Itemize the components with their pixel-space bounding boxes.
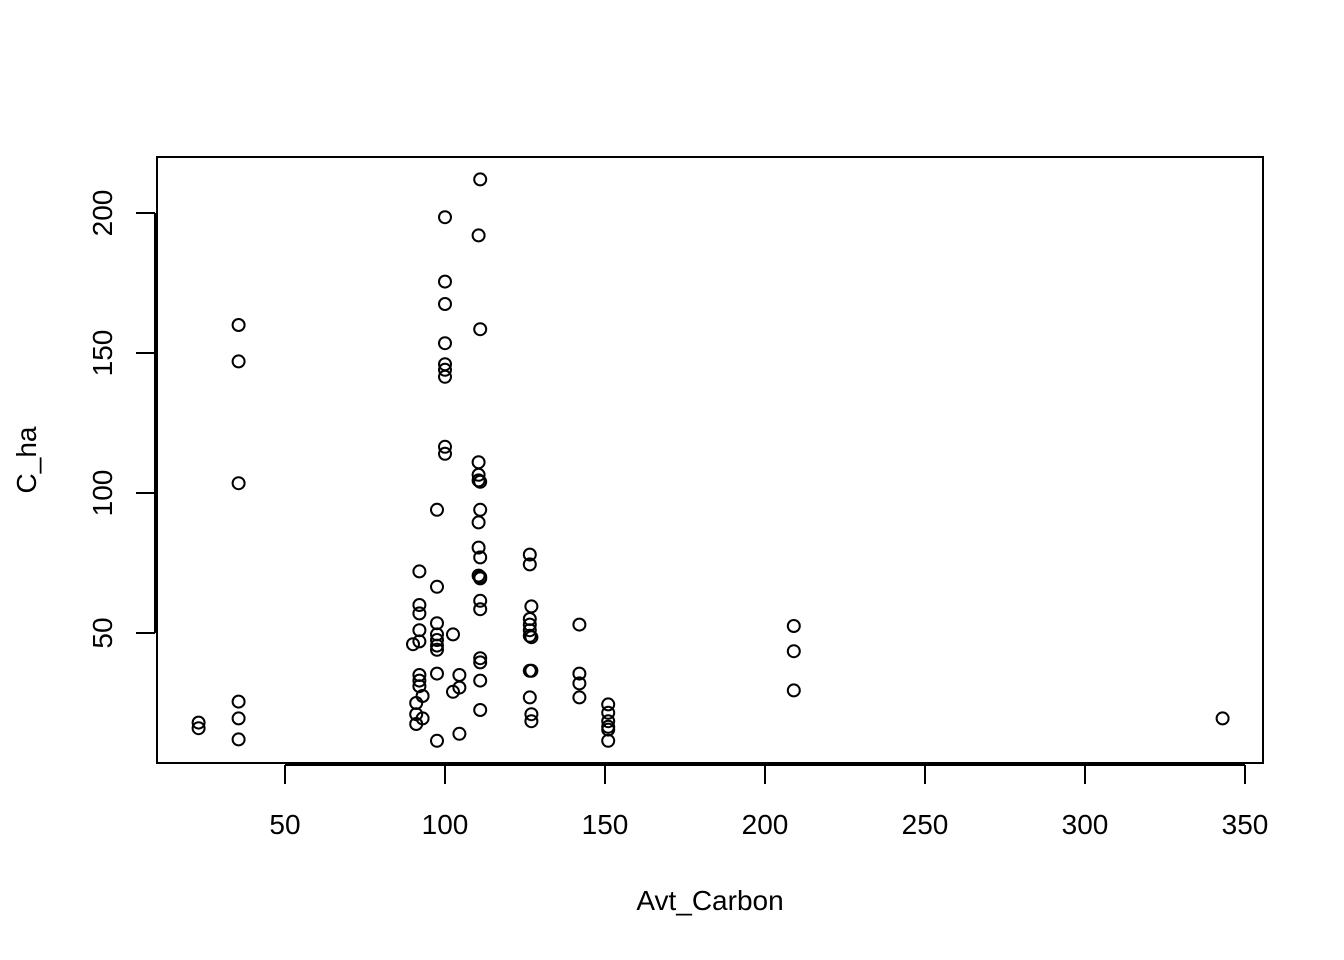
data-point	[412, 598, 427, 612]
data-point	[522, 690, 537, 705]
data-point	[438, 369, 452, 384]
data-point	[601, 733, 616, 748]
data-point	[191, 721, 206, 736]
data-point	[430, 638, 444, 653]
data-point	[473, 474, 488, 489]
data-point	[452, 668, 467, 682]
data-point	[430, 642, 444, 657]
data-point	[412, 679, 427, 694]
data-point	[412, 634, 427, 649]
data-point	[438, 336, 452, 351]
data-point	[231, 694, 246, 709]
data-point	[786, 644, 801, 659]
plot-frame	[156, 156, 1264, 764]
x-axis: 50 100 150 200 250 300 350	[269, 764, 1269, 840]
data-point	[572, 666, 587, 681]
data-point	[473, 322, 488, 337]
data-point	[473, 172, 488, 187]
data-point	[473, 673, 488, 688]
x-tick-label: 150	[582, 809, 629, 840]
data-point	[430, 633, 444, 647]
data-point	[572, 676, 587, 691]
x-tick-label: 50	[269, 809, 300, 840]
y-axis: 50 100 150 200	[87, 190, 156, 649]
data-point	[231, 711, 246, 726]
data-point	[524, 599, 539, 614]
data-point	[406, 637, 420, 652]
x-axis-label: Avt_Carbon	[636, 885, 783, 916]
data-point	[601, 714, 616, 729]
data-point	[522, 623, 537, 638]
data-point	[473, 571, 488, 586]
data-point	[415, 711, 430, 726]
data-point	[452, 726, 467, 741]
data-point	[471, 467, 486, 482]
data-point	[430, 502, 444, 517]
data-point	[524, 714, 539, 729]
data-point	[191, 715, 206, 730]
data-point	[438, 297, 452, 311]
data-point	[471, 540, 486, 555]
data-point	[601, 705, 616, 720]
data-point	[430, 733, 444, 748]
x-tick-label: 350	[1222, 809, 1269, 840]
data-point	[430, 579, 444, 594]
data-point	[231, 354, 246, 369]
data-point	[473, 655, 488, 670]
data-point	[524, 707, 539, 722]
data-point	[473, 502, 488, 517]
data-point	[601, 697, 616, 712]
y-tick-label: 100	[87, 470, 118, 517]
data-point	[522, 628, 537, 643]
data-point	[786, 619, 801, 633]
data-point	[438, 439, 452, 454]
data-point	[522, 557, 537, 572]
data-point	[473, 651, 488, 666]
data-point	[473, 703, 488, 717]
data-point	[522, 547, 537, 562]
x-tick-label: 200	[742, 809, 789, 840]
data-point	[471, 473, 486, 488]
data-points	[191, 172, 1230, 748]
data-point	[415, 689, 430, 703]
data-point	[524, 630, 539, 645]
data-point	[412, 606, 427, 621]
data-point	[1215, 711, 1230, 726]
data-point	[438, 274, 452, 289]
data-point	[412, 564, 427, 579]
data-point	[473, 602, 488, 617]
data-point	[572, 617, 587, 632]
data-point	[786, 683, 801, 698]
data-point	[452, 680, 467, 695]
x-tick-label: 300	[1062, 809, 1109, 840]
data-point	[438, 210, 452, 225]
data-point	[473, 550, 488, 565]
y-tick-label: 50	[87, 617, 118, 648]
data-point	[524, 663, 539, 678]
data-point	[430, 666, 444, 681]
x-tick-label: 100	[422, 809, 469, 840]
x-tick-label: 250	[902, 809, 949, 840]
y-axis-label: C_ha	[11, 426, 42, 493]
data-point	[473, 593, 488, 608]
data-point	[438, 362, 452, 377]
data-point	[471, 228, 486, 243]
data-point	[231, 476, 246, 491]
data-point	[438, 446, 452, 461]
y-tick-label: 150	[87, 330, 118, 377]
data-point	[231, 732, 246, 747]
data-point	[231, 318, 246, 332]
y-tick-label: 200	[87, 190, 118, 237]
data-point	[412, 673, 427, 688]
data-point	[572, 690, 587, 705]
data-point	[471, 455, 486, 470]
data-point	[446, 627, 460, 642]
data-point	[471, 515, 486, 530]
